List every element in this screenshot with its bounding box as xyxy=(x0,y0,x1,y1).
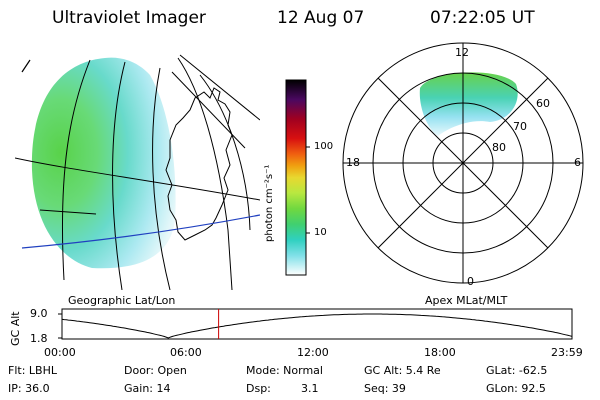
alt-x-tick-0000: 00:00 xyxy=(44,346,76,359)
mlt-label-0: 0 xyxy=(467,275,474,288)
geographic-caption: Geographic Lat/Lon xyxy=(68,294,176,307)
dsp-label: Dsp: xyxy=(246,382,271,395)
gain-status: Gain: 14 xyxy=(124,382,171,395)
glon-status: GLon: 92.5 xyxy=(486,382,546,395)
alt-x-tick-1200: 12:00 xyxy=(297,346,329,359)
colorbar-ticks xyxy=(306,146,310,234)
alt-y-tick-min: 1.8 xyxy=(30,332,48,345)
observation-date: 12 Aug 07 xyxy=(277,8,365,28)
colorbar-unit-label: photon cm⁻²s⁻¹ xyxy=(264,164,275,242)
altitude-plot xyxy=(58,308,573,340)
parallel-lines xyxy=(15,157,260,215)
alt-x-tick-2359: 23:59 xyxy=(551,346,583,359)
mlt-label-6: 6 xyxy=(574,156,581,169)
lat-label-70: 70 xyxy=(513,120,527,133)
polar-grid xyxy=(342,42,584,284)
alt-x-tick-1800: 18:00 xyxy=(424,346,456,359)
earth-disk-emission xyxy=(31,57,176,269)
alt-y-axis-label: GC Alt xyxy=(9,311,22,346)
meridian-lines xyxy=(61,54,260,290)
auroral-oval xyxy=(419,72,518,136)
door-status: Door: Open xyxy=(124,364,187,377)
colorbar-tick-10: 10 xyxy=(314,227,327,238)
coastline xyxy=(165,87,233,241)
terminator-line xyxy=(21,214,260,249)
polar-panel xyxy=(342,42,584,284)
altitude-curve xyxy=(61,313,573,339)
mlt-label-12: 12 xyxy=(455,46,469,59)
mlt-label-18: 18 xyxy=(346,156,360,169)
instrument-title: Ultraviolet Imager xyxy=(52,8,206,28)
colorbar-tick-100: 100 xyxy=(314,141,334,152)
dsp-value: 3.1 xyxy=(301,382,319,395)
polar-caption: Apex MLat/MLT xyxy=(425,294,508,307)
colorbar xyxy=(285,79,307,276)
lat-label-60: 60 xyxy=(536,97,550,110)
glat-status: GLat: -62.5 xyxy=(486,364,548,377)
observation-time: 07:22:05 UT xyxy=(430,8,535,28)
sequence-status: Seq: 39 xyxy=(364,382,406,395)
gc-alt-status: GC Alt: 5.4 Re xyxy=(364,364,441,377)
geographic-panel xyxy=(15,54,260,290)
ip-status: IP: 36.0 xyxy=(8,382,50,395)
mode-status: Mode: Normal xyxy=(246,364,323,377)
alt-x-tick-0600: 06:00 xyxy=(170,346,202,359)
filter-status: Flt: LBHL xyxy=(8,364,57,377)
orientation-mark xyxy=(21,59,31,73)
lat-label-80: 80 xyxy=(492,141,506,154)
alt-y-tick-max: 9.0 xyxy=(30,307,48,320)
